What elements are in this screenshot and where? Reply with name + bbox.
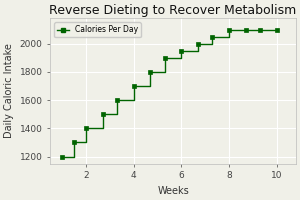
- X-axis label: Weeks: Weeks: [157, 186, 189, 196]
- Title: Reverse Dieting to Recover Metabolism: Reverse Dieting to Recover Metabolism: [50, 4, 297, 17]
- Y-axis label: Daily Caloric Intake: Daily Caloric Intake: [4, 44, 14, 138]
- Legend: Calories Per Day: Calories Per Day: [54, 22, 141, 37]
